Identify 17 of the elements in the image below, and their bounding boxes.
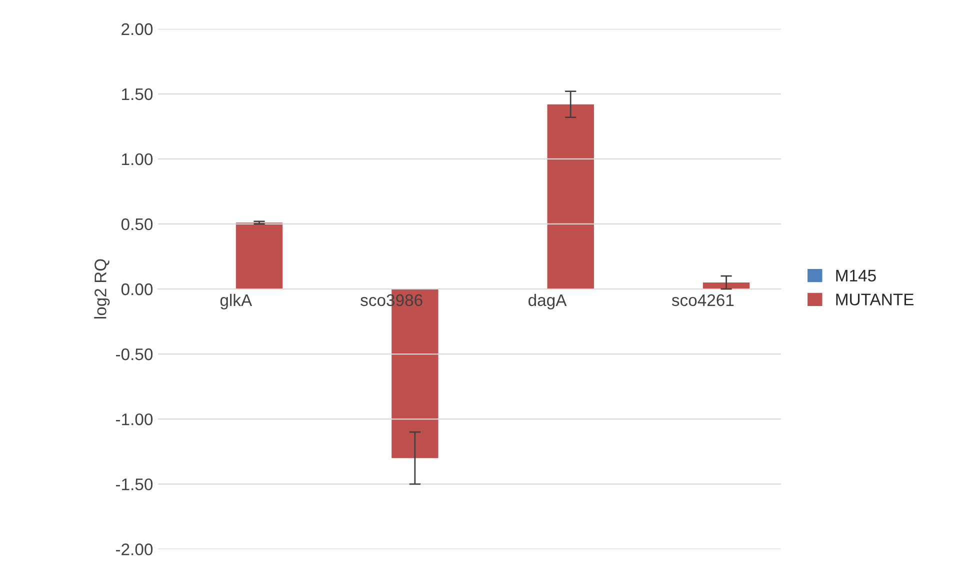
legend-label: M145 <box>836 270 876 282</box>
y-tick-label: -1.50 <box>116 478 153 490</box>
y-tick-label: 0.50 <box>121 218 153 230</box>
y-tick-label: -1.00 <box>116 413 153 426</box>
y-tick-label: 1.00 <box>122 153 153 166</box>
bar <box>236 222 283 289</box>
y-tick-label: 2.00 <box>122 23 153 36</box>
y-axis-title: log2 RQ <box>94 259 110 318</box>
y-tick-label: -0.50 <box>116 348 153 360</box>
x-tick-label: sco4261 <box>672 294 734 306</box>
y-tick-label: 1.50 <box>122 88 153 100</box>
bar <box>547 104 594 289</box>
y-tick-label: -2.00 <box>116 544 153 556</box>
x-tick-label: glkA <box>220 294 252 310</box>
legend-label: MUTANTE <box>836 294 914 306</box>
y-tick-label: 0.00 <box>121 283 153 296</box>
x-tick-label: dagA <box>528 294 567 310</box>
